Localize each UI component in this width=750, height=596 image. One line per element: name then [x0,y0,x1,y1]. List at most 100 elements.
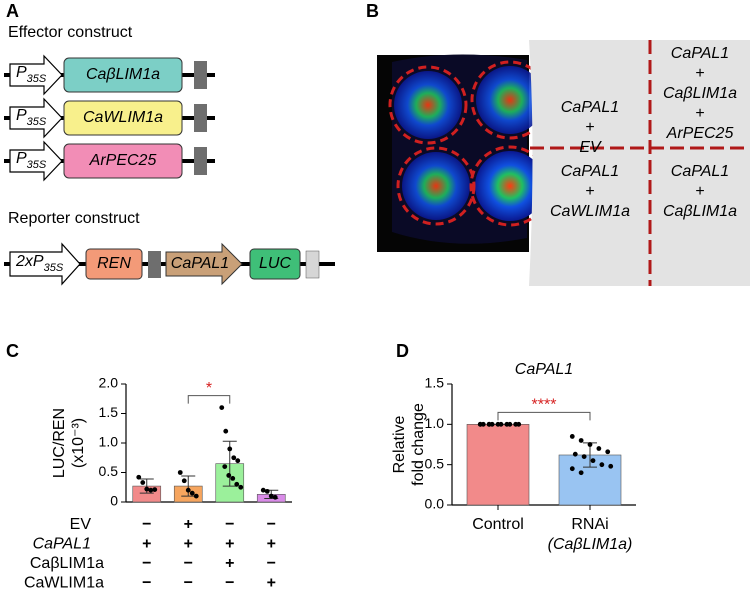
condition-sign: + [267,575,276,592]
data-point [226,473,232,478]
data-point [569,466,575,472]
charts: C 0 0.5 1.0 1.5 2.0 LUC/REN (x10⁻³) * EV − + − − CaPAL… [6,341,636,592]
condition-label: CaPAL1 [33,536,91,553]
cell-label: + [695,105,704,122]
y-tick-label: 1.5 [99,404,119,420]
cell-label: + [585,183,594,200]
significance-bracket [187,395,231,404]
spots [388,60,551,227]
cell-label: CaWLIM1a [550,203,630,220]
x-tick-label: RNAi [571,516,608,533]
data-point [572,451,578,457]
bar [466,424,530,506]
y-tick-label: 0.5 [99,463,119,479]
x-tick-label: Control [472,516,524,533]
y-tick-label: 0 [110,493,118,509]
data-point [238,484,244,490]
cell-label: CaβLIM1a [663,85,737,102]
data-point [222,464,228,469]
promoter-main: P [16,64,27,81]
terminator [148,251,161,278]
condition-sign: − [142,555,151,572]
data-point [223,428,229,434]
spot [476,66,544,134]
y-tick-label: 2.0 [99,375,119,391]
y-tick-label: 1.0 [99,434,119,450]
data-point [507,421,513,427]
ring [396,146,476,226]
panel-label: C [6,341,19,361]
data-point [268,493,274,499]
chart: D 0.0 0.5 1.0 1.5 Relative fold change CaPAL1 Co… [391,341,636,553]
data-point [140,480,146,485]
terminator [305,250,320,279]
spot [394,71,462,139]
gene-box [63,57,183,93]
data-point [235,458,241,464]
data-point [587,442,593,447]
data-point [234,481,240,487]
data-point [596,446,602,451]
panel-b: B CaPAL1+EVCaPAL1+CaβLIM1a+ArPEC25CaPAL1… [366,1,750,286]
ring [388,65,468,145]
x-tick-note: (CaβLIM1a) [548,536,633,553]
condition-sign: + [142,536,151,553]
condition-label: CaβLIM1a [30,555,104,572]
promoter-main: P [16,150,27,167]
data-point [498,421,504,427]
data-point [148,487,154,493]
data-point [144,486,150,492]
promoter-main: 2xP [15,253,44,270]
cell-label: CaPAL1 [561,99,619,116]
promoter-arrow [9,97,63,139]
effector-title: Effector construct [8,24,133,41]
leaf-photo [529,40,750,286]
data-point [260,487,266,493]
gene-label: REN [97,255,131,272]
gene-box [63,100,183,136]
cell-label: EV [579,139,602,156]
y-axis-label: (x10⁻³) [70,418,87,468]
significance-bracket [497,411,591,421]
promoter-label: P35S [16,64,47,85]
data-point [152,487,158,493]
panel-label: B [366,1,379,21]
cell-label: + [695,183,704,200]
gene-label: CaPAL1 [171,255,229,272]
cell-label: ArPEC25 [666,125,734,142]
condition-sign: + [184,536,193,553]
condition-label: EV [70,516,92,533]
chart: C 0 0.5 1.0 1.5 2.0 LUC/REN (x10⁻³) * EV − + − − CaPAL… [6,341,292,592]
spot [475,151,545,221]
promoter-sub: 35S [27,116,47,128]
data-point [227,446,233,452]
condition-sign: + [184,516,193,533]
data-point [599,462,605,468]
gene-label: CaβLIM1a [86,66,160,83]
promoter-sub: 35S [44,262,64,274]
promoter-label: P35S [16,150,47,171]
data-point [230,476,236,481]
gene-box [249,248,301,280]
condition-sign: − [184,575,193,592]
cell-label: CaβLIM1a [663,203,737,220]
gene-label: CaWLIM1a [83,109,163,126]
data-point [264,488,270,494]
significance-label: **** [532,397,557,414]
data-point [486,421,492,427]
gene-box [85,248,143,280]
data-point [272,494,278,500]
condition-label: CaWLIM1a [24,575,104,592]
cell-label: CaPAL1 [561,163,619,180]
data-point [581,454,587,459]
condition-sign: + [267,536,276,553]
gene-arrow [165,242,243,286]
condition-sign: − [225,516,234,533]
data-point [578,470,584,476]
chart-title: CaPAL1 [515,361,573,378]
condition-sign: + [225,555,234,572]
promoter-arrow [9,54,63,96]
condition-sign: − [267,555,276,572]
y-tick-label: 1.5 [425,375,445,391]
y-tick-label: 0.5 [425,455,445,471]
